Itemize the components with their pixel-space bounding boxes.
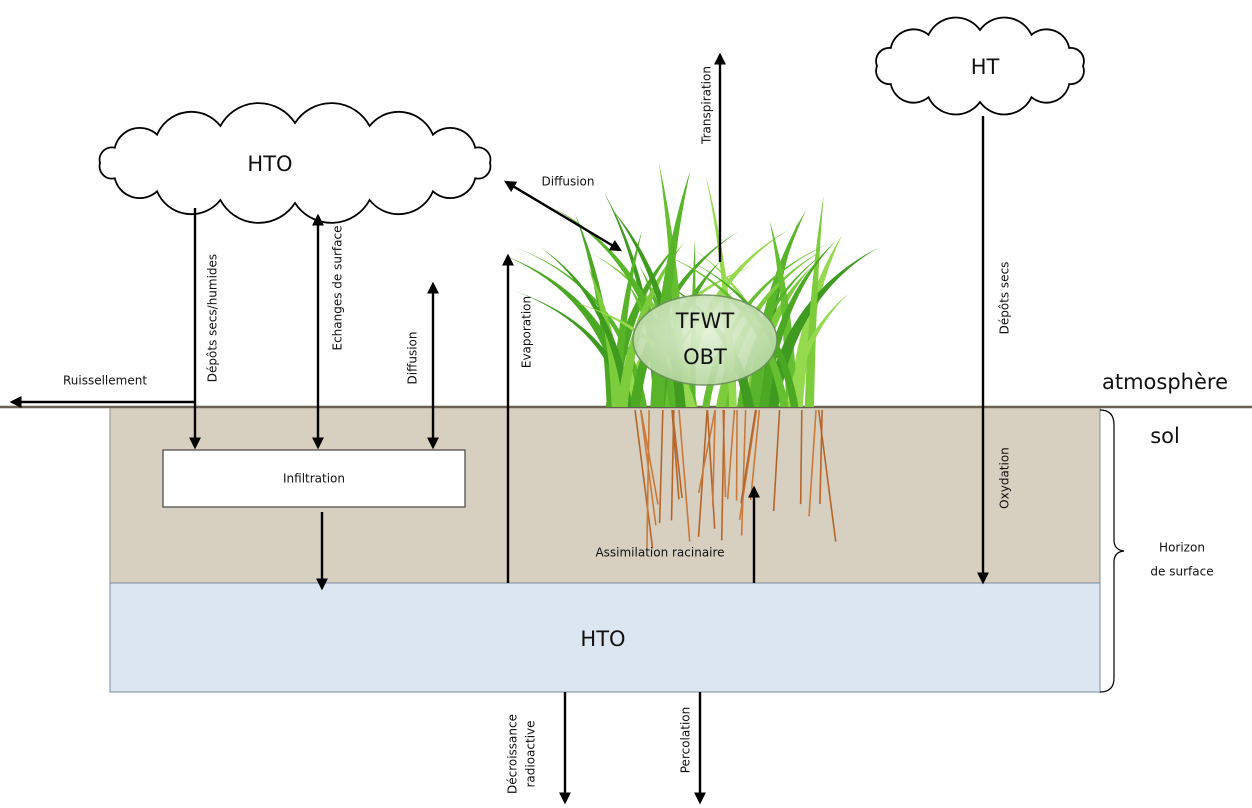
- cloud-label: HTO: [247, 152, 292, 176]
- process-label: radioactive: [524, 720, 538, 787]
- grass-blade: [611, 208, 686, 407]
- process-label: Transpiration: [700, 66, 714, 145]
- root: [799, 409, 803, 505]
- process-label: Infiltration: [283, 472, 345, 486]
- zone-label: sol: [1150, 424, 1180, 448]
- root: [720, 409, 725, 541]
- process-label: Dépôts secs: [998, 262, 1012, 335]
- process-label: Ruissellement: [63, 374, 147, 388]
- plant-label: TFWT: [675, 309, 735, 333]
- grass-blade: [786, 293, 849, 407]
- grass-blade: [759, 239, 838, 407]
- zone-label: de surface: [1150, 565, 1213, 579]
- zone-label: Horizon: [1159, 541, 1205, 555]
- grass-blade: [617, 241, 686, 407]
- grass-blade: [804, 195, 824, 407]
- root: [726, 409, 736, 500]
- cloud-label: HT: [971, 55, 1000, 79]
- groundwater-layer: [109, 582, 1101, 693]
- root: [634, 409, 654, 549]
- cloud: [875, 16, 1085, 116]
- grass-blade: [662, 281, 754, 407]
- root: [817, 409, 837, 542]
- root: [671, 409, 683, 498]
- root: [749, 409, 761, 501]
- process-label: Echanges de surface: [331, 226, 345, 351]
- root: [671, 409, 680, 500]
- root: [740, 409, 747, 536]
- cloud: [98, 102, 492, 224]
- groundwater-label: HTO: [580, 627, 625, 651]
- roots: [634, 409, 837, 549]
- process-label: Oxydation: [998, 447, 1012, 509]
- root: [808, 409, 817, 517]
- grass-blade: [764, 247, 880, 407]
- arrow: [503, 180, 623, 252]
- root: [646, 409, 650, 548]
- root: [772, 409, 781, 512]
- process-label: Assimilation racinaire: [595, 546, 724, 560]
- root: [819, 409, 823, 504]
- process-label: Dépôts secs/humides: [206, 254, 220, 382]
- root: [658, 409, 664, 524]
- grass-blade: [588, 267, 623, 407]
- root: [711, 409, 716, 506]
- root: [735, 409, 738, 501]
- zone-label: atmosphère: [1102, 370, 1228, 394]
- root: [706, 409, 716, 529]
- grass-blade: [716, 248, 827, 407]
- grass-blade: [629, 231, 739, 407]
- root: [678, 409, 691, 542]
- root: [640, 409, 659, 505]
- brace: [1099, 409, 1125, 693]
- plant-label: OBT: [683, 345, 727, 369]
- plant-ellipse: [632, 294, 778, 386]
- root: [697, 409, 716, 494]
- process-label: Evaporation: [520, 296, 534, 368]
- process-label: Diffusion: [542, 175, 595, 189]
- process-label: Décroissance: [506, 714, 520, 794]
- process-label: Diffusion: [406, 332, 420, 385]
- root: [740, 409, 757, 504]
- process-label: Percolation: [679, 707, 693, 773]
- grass-blade: [769, 220, 798, 407]
- infiltration-box: [162, 449, 466, 508]
